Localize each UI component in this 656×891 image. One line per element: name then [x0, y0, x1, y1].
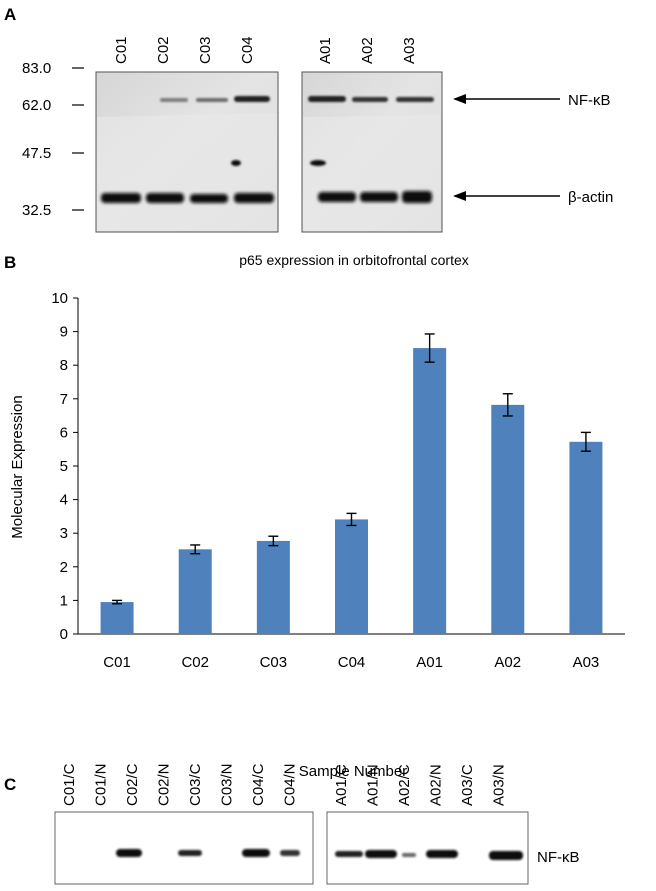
- lane-label: C02/N: [156, 763, 173, 806]
- x-tick-label: C02: [181, 654, 209, 671]
- arrow-head: [453, 191, 466, 201]
- lane-label: C03/N: [219, 763, 236, 806]
- x-tick-label: A01: [416, 654, 443, 671]
- y-tick-label: 9: [60, 324, 68, 341]
- band: [402, 853, 416, 857]
- band: [402, 191, 432, 203]
- lane-label: C03: [197, 36, 214, 64]
- band: [335, 851, 363, 857]
- band: [426, 850, 458, 858]
- lane-label: A02/N: [428, 764, 445, 806]
- blot-spot: [231, 160, 241, 166]
- panel-a-letter: A: [4, 5, 16, 24]
- blot-c-right: [326, 811, 529, 885]
- band: [101, 193, 141, 203]
- y-tick-label: 5: [60, 458, 68, 475]
- panel-c-letter: C: [4, 775, 16, 794]
- blot-c-left: [54, 811, 314, 885]
- y-tick-label: 10: [51, 290, 68, 307]
- bar-c01: [100, 602, 134, 634]
- lane-label: C01/N: [93, 763, 110, 806]
- lane-label: C04/C: [250, 763, 267, 806]
- y-tick-label: 8: [60, 357, 68, 374]
- bar-a02: [491, 404, 525, 634]
- nfkb-label-c: NF-κB: [537, 849, 580, 866]
- lane-label: C04: [239, 36, 256, 64]
- bar-a01: [413, 348, 447, 634]
- lane-label: C03/C: [187, 763, 204, 806]
- lane-label: C02/C: [124, 763, 141, 806]
- y-tick-label: 0: [60, 626, 68, 643]
- band: [280, 850, 300, 856]
- band: [242, 849, 270, 857]
- marker-label: 83.0: [22, 60, 51, 77]
- x-tick-label: A03: [573, 654, 600, 671]
- marker-label: 47.5: [22, 145, 51, 162]
- y-axis-label: Molecular Expression: [9, 395, 26, 538]
- y-tick-label: 1: [60, 592, 68, 609]
- marker-label: 62.0: [22, 97, 51, 114]
- lane-label: A01/C: [333, 764, 350, 806]
- lane-label: C02: [155, 36, 172, 64]
- blot-spot: [310, 160, 326, 166]
- x-axis-label: Sample Number: [299, 763, 407, 780]
- band: [160, 98, 188, 102]
- chart-title: p65 expression in orbitofrontal cortex: [239, 252, 469, 268]
- band: [196, 98, 228, 102]
- lane-label: C01/C: [61, 763, 78, 806]
- lane-label: A03/N: [491, 764, 508, 806]
- band: [489, 851, 523, 860]
- band: [234, 193, 274, 203]
- y-tick-label: 7: [60, 391, 68, 408]
- lane-label: A03/C: [459, 764, 476, 806]
- lane-label: A03: [401, 37, 418, 64]
- nfkb-bands-c: [116, 849, 523, 860]
- x-tick-label: A02: [494, 654, 521, 671]
- lane-label: A02: [359, 37, 376, 64]
- band: [308, 96, 346, 102]
- lane-label: A01/N: [365, 764, 382, 806]
- actin-bands-a: [101, 191, 432, 203]
- panel-b: B p65 expression in orbitofrontal cortex…: [4, 252, 625, 780]
- lane-label: C04/N: [282, 763, 299, 806]
- actin-label: β-actin: [568, 189, 613, 206]
- band: [318, 192, 356, 202]
- y-tick-label: 3: [60, 525, 68, 542]
- y-tick-label: 2: [60, 559, 68, 576]
- bar-c03: [256, 540, 290, 634]
- lane-label: A01: [317, 37, 334, 64]
- band: [360, 192, 398, 202]
- panel-b-letter: B: [4, 253, 16, 272]
- band: [146, 193, 184, 203]
- nfkb-label: NF-κB: [568, 92, 611, 109]
- lane-label: A02/C: [396, 764, 413, 806]
- blot-shading: [303, 115, 441, 231]
- bar-chart: 0 1 2 3 4 5 6 7 8 9 10 C01 C02 C03 C04 A01 A02 A03: [51, 290, 625, 671]
- panel-a: A 83.0 62.0 47.5 32.5 C01 C02 C03 C04 A01 A02…: [4, 5, 613, 233]
- band: [178, 850, 202, 856]
- lane-label: C01: [113, 36, 130, 64]
- bar-a03: [569, 441, 603, 634]
- bar-c02: [178, 549, 212, 634]
- x-tick-label: C04: [338, 654, 366, 671]
- band: [365, 850, 397, 858]
- x-tick-label: C03: [260, 654, 288, 671]
- y-tick-label: 6: [60, 424, 68, 441]
- x-tick-label: C01: [103, 654, 131, 671]
- nfkb-bands-a: [160, 96, 434, 102]
- bar-c04: [335, 519, 368, 634]
- band: [352, 97, 388, 102]
- band: [116, 849, 142, 857]
- blot-shading: [97, 113, 277, 231]
- band: [234, 96, 270, 102]
- y-tick-label: 4: [60, 492, 68, 509]
- arrow-head: [453, 94, 466, 104]
- marker-label: 32.5: [22, 202, 51, 219]
- panel-c: C C01/C C01/N C02/C C02/N C03/C C03/N C04/C C04…: [4, 763, 580, 885]
- band: [396, 97, 434, 102]
- band: [190, 194, 228, 203]
